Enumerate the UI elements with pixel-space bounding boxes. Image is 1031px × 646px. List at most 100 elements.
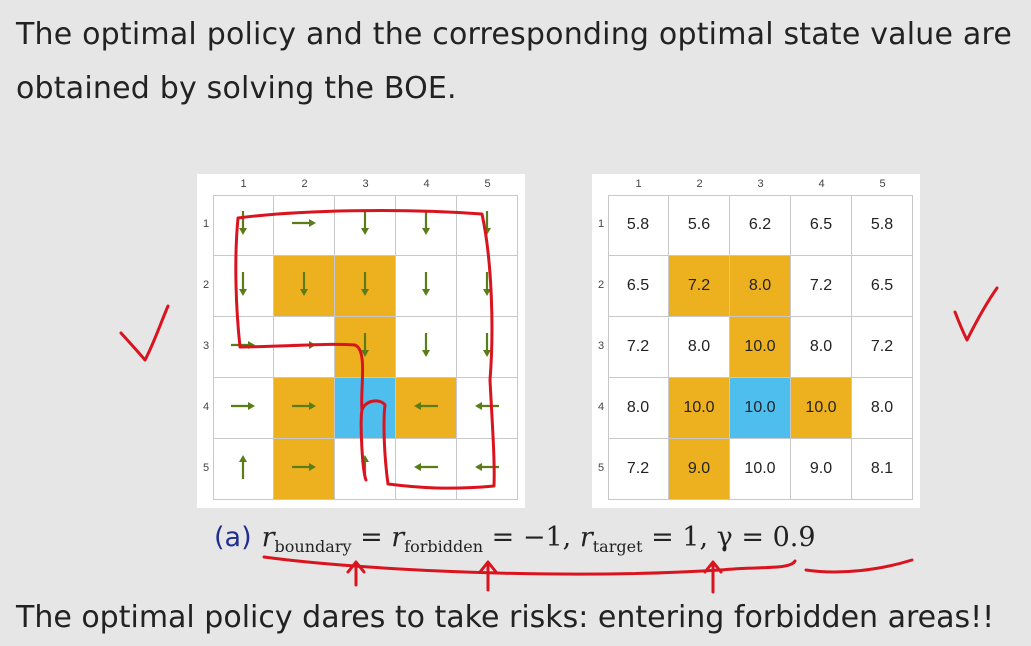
col-label: 2 (696, 178, 703, 190)
policy-cell (457, 256, 518, 317)
arrow-right-icon (228, 391, 258, 426)
value-cell: 6.5 (608, 256, 669, 317)
row-label: 5 (202, 462, 210, 474)
target-cell: 10.0 (730, 378, 791, 439)
policy-cell (213, 195, 274, 256)
state-value: 7.2 (626, 460, 650, 477)
state-value: 6.5 (626, 277, 650, 294)
policy-cell (457, 378, 518, 439)
checkmark-right-icon (953, 286, 999, 342)
state-value: 8.0 (748, 277, 772, 294)
reward-setting-caption: (a) rboundary = rforbidden = −1, rtarget … (214, 522, 816, 556)
value-cell: 5.8 (852, 195, 913, 256)
arrow-left-icon (411, 452, 441, 487)
row-label: 3 (202, 340, 210, 352)
arrow-right-icon (289, 330, 319, 365)
arrow-down-icon (472, 269, 502, 304)
col-label: 4 (423, 178, 430, 190)
col-label: 1 (240, 178, 247, 190)
state-value-grid-panel: 1 2 3 4 5 1 2 3 4 5 5.8 5.6 6.2 6.5 5.8 6.5 7.2 8.0 7.2 6.5… (592, 174, 920, 508)
policy-cell (213, 317, 274, 378)
arrow-down-icon (350, 330, 380, 365)
state-value: 10.0 (744, 338, 776, 355)
arrow-right-icon (228, 330, 258, 365)
arrow-down-icon (411, 330, 441, 365)
policy-cell (396, 195, 457, 256)
heading-text: The optimal policy and the corresponding… (16, 17, 1013, 106)
state-value: 10.0 (744, 399, 776, 416)
arrow-right-icon (289, 452, 319, 487)
col-label: 5 (879, 178, 886, 190)
state-value: 5.8 (870, 216, 894, 233)
row-label: 1 (597, 218, 605, 230)
forbidden-cell: 8.0 (730, 256, 791, 317)
state-value: 6.5 (809, 216, 833, 233)
state-value: 10.0 (744, 460, 776, 477)
arrow-up-icon (228, 452, 258, 487)
forbidden-cell: 10.0 (669, 378, 730, 439)
arrow-right-icon (289, 208, 319, 243)
r-forbidden-subscript: forbidden (404, 537, 484, 556)
state-value: 8.0 (687, 338, 711, 355)
policy-cell (274, 195, 335, 256)
row-label: 1 (202, 218, 210, 230)
value-cell: 6.5 (852, 256, 913, 317)
state-value: 7.2 (626, 338, 650, 355)
forbidden-cell: 7.2 (669, 256, 730, 317)
state-value: 9.0 (809, 460, 833, 477)
state-value: 7.2 (809, 277, 833, 294)
state-value: 5.6 (687, 216, 711, 233)
forbidden-cell: 9.0 (669, 439, 730, 500)
col-label: 1 (635, 178, 642, 190)
policy-cell (457, 195, 518, 256)
col-label: 5 (484, 178, 491, 190)
gamma-value: γ = 0.9 (716, 522, 816, 553)
col-label: 3 (757, 178, 764, 190)
forbidden-cell (274, 378, 335, 439)
value-cell: 8.0 (608, 378, 669, 439)
state-value: 8.0 (809, 338, 833, 355)
state-value: 10.0 (805, 399, 837, 416)
arrow-right-icon (289, 391, 319, 426)
value-cell: 8.0 (669, 317, 730, 378)
value-cell: 5.8 (608, 195, 669, 256)
state-value: 6.5 (870, 277, 894, 294)
policy-cell (335, 439, 396, 500)
row-label: 5 (597, 462, 605, 474)
policy-cell (457, 439, 518, 500)
arrow-down-icon (350, 269, 380, 304)
value-cell: 7.2 (608, 439, 669, 500)
policy-cell (396, 256, 457, 317)
policy-cell (335, 195, 396, 256)
state-value: 8.0 (870, 399, 894, 416)
row-label: 4 (597, 401, 605, 413)
arrow-down-icon (411, 208, 441, 243)
r-boundary-subscript: boundary (274, 537, 352, 556)
policy-cell (396, 439, 457, 500)
col-label: 4 (818, 178, 825, 190)
value-cell: 7.2 (608, 317, 669, 378)
policy-cell (213, 378, 274, 439)
arrow-up-icon (350, 452, 380, 487)
arrow-down-icon (411, 269, 441, 304)
policy-cell (274, 317, 335, 378)
value-cell: 6.5 (791, 195, 852, 256)
state-value: 10.0 (683, 399, 715, 416)
value-cell: 5.6 (669, 195, 730, 256)
caption-underline-gamma (804, 558, 914, 574)
forbidden-cell (274, 256, 335, 317)
state-value: 8.0 (626, 399, 650, 416)
row-label: 2 (597, 279, 605, 291)
value-cell: 7.2 (852, 317, 913, 378)
arrow-down-icon (289, 269, 319, 304)
target-cell (335, 378, 396, 439)
row-label: 3 (597, 340, 605, 352)
footer-text: The optimal policy dares to take risks: … (16, 600, 995, 635)
value-cell: 8.0 (791, 317, 852, 378)
forbidden-cell (335, 317, 396, 378)
arrow-down-icon (472, 330, 502, 365)
arrow-down-icon (228, 269, 258, 304)
value-cell: 8.1 (852, 439, 913, 500)
forbidden-cell (335, 256, 396, 317)
value-cell: 10.0 (730, 439, 791, 500)
